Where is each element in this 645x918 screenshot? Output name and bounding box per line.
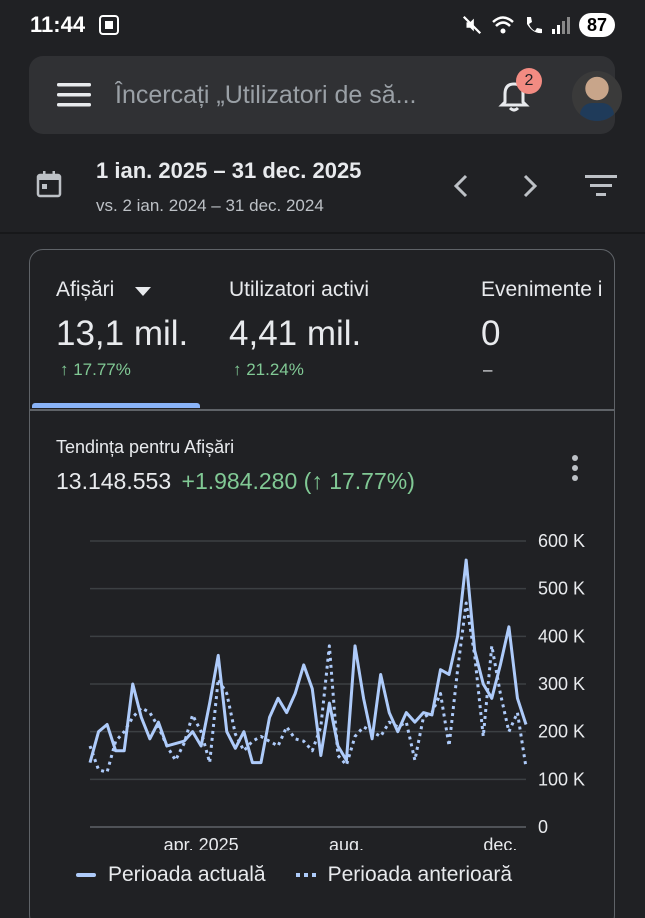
status-bar: 11:44 87 bbox=[0, 0, 645, 50]
call-icon bbox=[526, 17, 542, 34]
x-tick-label: dec. bbox=[483, 835, 517, 850]
metric-label: Evenimente i bbox=[481, 278, 603, 301]
battery-badge: 87 bbox=[578, 13, 615, 37]
search-bar[interactable]: Încercați „Utilizatori de să... 2 bbox=[29, 56, 622, 134]
active-tab-indicator bbox=[32, 403, 200, 408]
metric-value: 0 bbox=[481, 314, 501, 353]
signal-icon bbox=[551, 17, 570, 34]
legend-previous: Perioada anterioară bbox=[327, 863, 513, 886]
y-tick-label: 0 bbox=[538, 817, 548, 837]
series-line-previous bbox=[88, 601, 528, 774]
trend-chart: 0 100 K 200 K 300 K 400 K 500 K 600 K apr. 2025… bbox=[88, 531, 585, 850]
more-vert-icon[interactable] bbox=[563, 453, 587, 483]
series-line-current bbox=[88, 558, 528, 765]
legend-dotted-swatch bbox=[295, 873, 316, 877]
filter-icon[interactable] bbox=[584, 172, 618, 200]
metric-value: 4,41 mil. bbox=[229, 314, 362, 353]
y-tick-label: 300 K bbox=[538, 674, 585, 694]
search-input[interactable]: Încercați „Utilizatori de să... bbox=[115, 80, 417, 109]
metrics-card: Afișări 13,1 mil. ↑ 17.77% Utilizatori a… bbox=[29, 249, 615, 918]
trend-delta: +1.984.280 (↑ 17.77%) bbox=[181, 468, 415, 494]
trend-title: Tendința pentru Afișări bbox=[56, 437, 235, 457]
compare-range: vs. 2 ian. 2024 – 31 dec. 2024 bbox=[96, 196, 324, 215]
date-range-row: 1 ian. 2025 – 31 dec. 2025 vs. 2 ian. 20… bbox=[0, 150, 645, 230]
metric-label: Utilizatori activi bbox=[229, 278, 370, 301]
x-tick-label: aug. bbox=[329, 835, 364, 850]
dropdown-arrow-icon[interactable] bbox=[134, 286, 152, 298]
y-tick-label: 200 K bbox=[538, 722, 585, 742]
trend-total: 13.148.553 bbox=[56, 468, 172, 494]
trend-total-row: 13.148.553 +1.984.280 (↑ 17.77%) bbox=[56, 468, 415, 495]
y-tick-label: 600 K bbox=[538, 531, 585, 551]
legend-current: Perioada actuală bbox=[108, 863, 266, 886]
metric-value: 13,1 mil. bbox=[56, 314, 189, 353]
chevron-left-icon[interactable] bbox=[448, 172, 476, 200]
status-time: 11:44 bbox=[30, 12, 86, 37]
chart-legend: Perioada actuală Perioada anterioară bbox=[76, 863, 512, 887]
card-divider bbox=[30, 409, 614, 411]
date-range[interactable]: 1 ian. 2025 – 31 dec. 2025 bbox=[96, 158, 362, 183]
wifi-icon bbox=[492, 16, 514, 34]
metric-label: Afișări bbox=[56, 278, 115, 301]
x-tick-label: apr. 2025 bbox=[164, 835, 239, 850]
legend-solid-swatch bbox=[76, 873, 96, 877]
metric-change: ↑ 21.24% bbox=[233, 360, 304, 379]
chevron-right-icon[interactable] bbox=[515, 172, 543, 200]
y-tick-label: 400 K bbox=[538, 626, 585, 646]
menu-icon[interactable] bbox=[57, 82, 91, 108]
mute-icon bbox=[462, 15, 482, 35]
metric-change: ↑ 17.77% bbox=[60, 360, 131, 379]
header-divider bbox=[0, 232, 645, 234]
screenshot-icon bbox=[99, 15, 120, 35]
y-tick-label: 100 K bbox=[538, 769, 585, 789]
y-tick-label: 500 K bbox=[538, 579, 585, 599]
calendar-icon[interactable] bbox=[36, 170, 62, 198]
metric-change: – bbox=[483, 360, 493, 379]
notification-count-badge: 2 bbox=[516, 68, 542, 94]
avatar[interactable] bbox=[572, 71, 622, 121]
